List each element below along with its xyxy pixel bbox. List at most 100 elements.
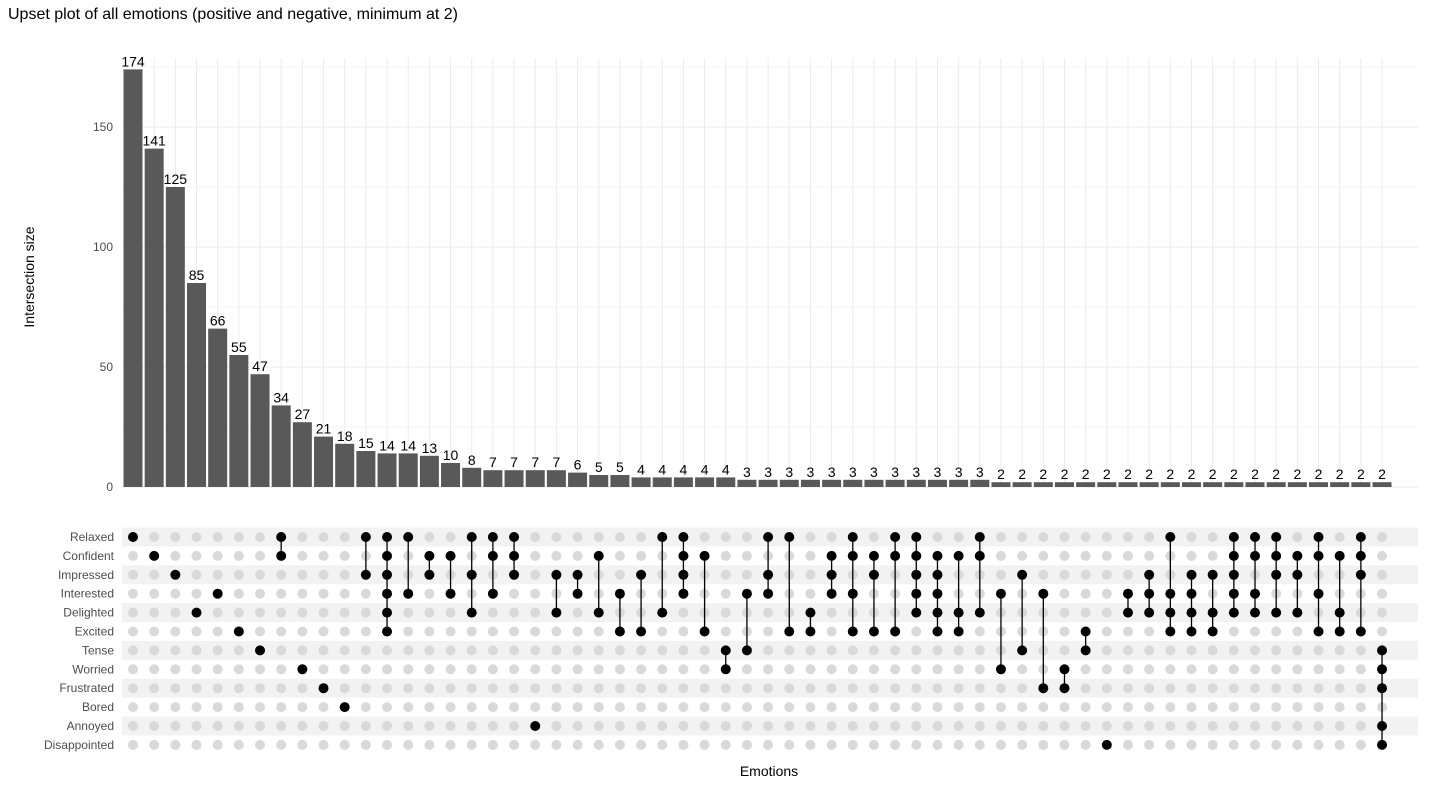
matrix-dot-empty xyxy=(466,664,477,675)
bar-value-label: 4 xyxy=(637,461,645,477)
matrix-dot-empty xyxy=(593,645,604,656)
matrix-dot-empty xyxy=(1250,664,1261,675)
bar-value-label: 8 xyxy=(468,452,476,468)
matrix-dot-empty xyxy=(1250,739,1261,750)
matrix-dot-filled xyxy=(509,569,520,580)
matrix-dot-empty xyxy=(953,532,964,542)
matrix-dot-empty xyxy=(255,683,266,694)
bar xyxy=(1266,482,1286,487)
matrix-dot-empty xyxy=(763,739,774,750)
matrix-dot-empty xyxy=(826,739,837,750)
matrix-dot-empty xyxy=(1144,721,1155,731)
matrix-dot-empty xyxy=(572,626,583,637)
bar-value-label: 18 xyxy=(337,428,353,444)
matrix-dot-empty xyxy=(318,739,329,750)
matrix-dot-empty xyxy=(614,532,625,542)
bar xyxy=(737,479,757,487)
bar xyxy=(1309,482,1329,487)
matrix-dot-empty xyxy=(1250,626,1261,637)
matrix-dot-empty xyxy=(1334,721,1345,731)
matrix-dot-empty xyxy=(360,626,371,637)
matrix-dot-empty xyxy=(466,683,477,694)
matrix-dot-empty xyxy=(805,664,816,675)
bar xyxy=(927,479,947,487)
matrix-dot-filled xyxy=(657,532,668,542)
matrix-dot-empty xyxy=(318,588,329,599)
matrix-dot-empty xyxy=(1038,569,1049,580)
matrix-dot-empty xyxy=(149,532,160,542)
matrix-dot-filled xyxy=(382,532,393,542)
bar xyxy=(906,479,926,487)
bar-value-label: 55 xyxy=(231,339,247,355)
matrix-dot-empty xyxy=(1080,664,1091,675)
matrix-dot-empty xyxy=(720,683,731,694)
matrix-dot-filled xyxy=(1313,626,1324,637)
bar-value-label: 5 xyxy=(595,459,603,475)
matrix-dot-empty xyxy=(847,702,858,713)
matrix-dot-filled xyxy=(1038,588,1049,599)
bar-value-label: 2 xyxy=(1315,466,1323,482)
matrix-dot-empty xyxy=(466,626,477,637)
matrix-dot-empty xyxy=(1080,569,1091,580)
matrix-dot-filled xyxy=(995,664,1006,675)
bar xyxy=(779,479,799,487)
matrix-dot-filled xyxy=(1207,626,1218,637)
matrix-dot-empty xyxy=(382,664,393,675)
matrix-dot-empty xyxy=(424,626,435,637)
matrix-dot-empty xyxy=(572,683,583,694)
matrix-dot-empty xyxy=(720,607,731,618)
matrix-dot-filled xyxy=(932,588,943,599)
bar xyxy=(504,470,524,487)
matrix-dot-empty xyxy=(1334,532,1345,542)
matrix-dot-empty xyxy=(212,532,223,542)
matrix-dot-filled xyxy=(382,588,393,599)
matrix-dot-empty xyxy=(1144,739,1155,750)
matrix-dot-empty xyxy=(847,721,858,731)
matrix-dot-empty xyxy=(1101,607,1112,618)
matrix-dot-filled xyxy=(1250,607,1261,618)
matrix-dot-empty xyxy=(805,645,816,656)
matrix-dot-empty xyxy=(191,626,202,637)
matrix-dot-empty xyxy=(1101,683,1112,694)
matrix-dot-empty xyxy=(318,645,329,656)
matrix-dot-empty xyxy=(1355,645,1366,656)
matrix-dot-empty xyxy=(1101,532,1112,542)
matrix-dot-empty xyxy=(233,588,244,599)
matrix-dot-empty xyxy=(911,645,922,656)
bar-value-label: 7 xyxy=(553,454,561,470)
matrix-dot-filled xyxy=(1377,645,1388,656)
matrix-dot-empty xyxy=(657,702,668,713)
matrix-dot-empty xyxy=(1271,721,1282,731)
matrix-dot-empty xyxy=(1313,664,1324,675)
matrix-dot-empty xyxy=(360,683,371,694)
matrix-dot-empty xyxy=(128,664,138,675)
matrix-dot-filled xyxy=(572,588,583,599)
matrix-dot-empty xyxy=(318,702,329,713)
matrix-dot-filled xyxy=(974,532,985,542)
matrix-dot-empty xyxy=(911,739,922,750)
matrix-dot-empty xyxy=(1144,645,1155,656)
matrix-dot-filled xyxy=(1122,588,1133,599)
matrix-dot-filled xyxy=(466,607,477,618)
matrix-dot-empty xyxy=(255,569,266,580)
matrix-dot-filled xyxy=(339,702,350,713)
matrix-dot-empty xyxy=(1292,532,1303,542)
bar-value-label: 141 xyxy=(142,133,166,149)
matrix-dot-empty xyxy=(276,626,287,637)
bar xyxy=(589,475,609,487)
matrix-dot-empty xyxy=(572,739,583,750)
matrix-dot-filled xyxy=(466,569,477,580)
matrix-dot-empty xyxy=(1228,645,1239,656)
matrix-dot-empty xyxy=(318,569,329,580)
matrix-dot-empty xyxy=(382,702,393,713)
matrix-dot-empty xyxy=(255,532,266,542)
matrix-dot-empty xyxy=(614,702,625,713)
matrix-dot-empty xyxy=(149,683,160,694)
matrix-dot-empty xyxy=(191,664,202,675)
matrix-dot-empty xyxy=(1292,683,1303,694)
matrix-dot-empty xyxy=(995,721,1006,731)
matrix-dot-empty xyxy=(128,683,138,694)
matrix-dot-empty xyxy=(1165,645,1176,656)
matrix-dot-filled xyxy=(699,550,710,561)
bar-value-label: 47 xyxy=(252,358,268,374)
